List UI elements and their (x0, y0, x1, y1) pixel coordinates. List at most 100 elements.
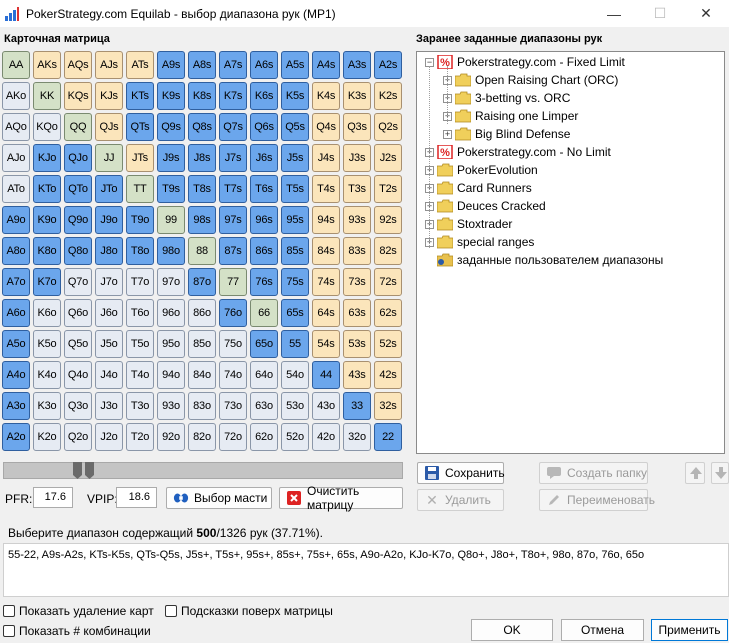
tree-item[interactable]: +% Pokerstrategy.com - No Limit (425, 143, 611, 161)
matrix-cell[interactable]: Q3s (343, 113, 371, 141)
matrix-cell[interactable]: ATo (2, 175, 30, 203)
matrix-cell[interactable]: 83o (188, 392, 216, 420)
matrix-cell[interactable]: TT (126, 175, 154, 203)
matrix-cell[interactable]: T5o (126, 330, 154, 358)
matrix-cell[interactable]: AQo (2, 113, 30, 141)
matrix-cell[interactable]: T3s (343, 175, 371, 203)
matrix-cell[interactable]: T6s (250, 175, 278, 203)
tree-item[interactable]: + Stoxtrader (425, 215, 512, 233)
clear-matrix-button[interactable]: Очистить матрицу (279, 484, 403, 512)
matrix-cell[interactable]: Q6o (64, 299, 92, 327)
matrix-cell[interactable]: T8o (126, 237, 154, 265)
matrix-cell[interactable]: Q3o (64, 392, 92, 420)
show-hints-checkbox[interactable]: Подсказки поверх матрицы (165, 604, 333, 618)
matrix-cell[interactable]: A5s (281, 51, 309, 79)
matrix-cell[interactable]: KJo (33, 144, 61, 172)
matrix-cell[interactable]: JTs (126, 144, 154, 172)
matrix-cell[interactable]: QJs (95, 113, 123, 141)
matrix-cell[interactable]: 94s (312, 206, 340, 234)
matrix-cell[interactable]: 54o (281, 361, 309, 389)
matrix-cell[interactable]: A9s (157, 51, 185, 79)
matrix-cell[interactable]: 84o (188, 361, 216, 389)
tree-item[interactable]: + PokerEvolution (425, 161, 538, 179)
pfr-input[interactable]: 17.6 (33, 487, 73, 508)
matrix-cell[interactable]: 92o (157, 423, 185, 451)
matrix-cell[interactable]: J2o (95, 423, 123, 451)
matrix-cell[interactable]: 43o (312, 392, 340, 420)
move-up-button[interactable] (685, 462, 705, 484)
matrix-cell[interactable]: J7s (219, 144, 247, 172)
matrix-cell[interactable]: Q5s (281, 113, 309, 141)
matrix-cell[interactable]: T9s (157, 175, 185, 203)
matrix-cell[interactable]: 76o (219, 299, 247, 327)
matrix-cell[interactable]: 95s (281, 206, 309, 234)
matrix-cell[interactable]: 86o (188, 299, 216, 327)
matrix-cell[interactable]: 64s (312, 299, 340, 327)
matrix-cell[interactable]: 88 (188, 237, 216, 265)
matrix-cell[interactable]: 85o (188, 330, 216, 358)
close-button[interactable]: ✕ (700, 5, 712, 21)
matrix-cell[interactable]: T7o (126, 268, 154, 296)
matrix-cell[interactable]: 93s (343, 206, 371, 234)
range-text-field[interactable]: 55-22, A9s-A2s, KTs-K5s, QTs-Q5s, J5s+, … (3, 543, 729, 597)
matrix-cell[interactable]: KTs (126, 82, 154, 110)
matrix-cell[interactable]: 72o (219, 423, 247, 451)
matrix-cell[interactable]: K3o (33, 392, 61, 420)
matrix-cell[interactable]: K5o (33, 330, 61, 358)
matrix-cell[interactable]: 62o (250, 423, 278, 451)
tree-item[interactable]: −% Pokerstrategy.com - Fixed Limit (425, 53, 625, 71)
matrix-cell[interactable]: K5s (281, 82, 309, 110)
matrix-cell[interactable]: 74s (312, 268, 340, 296)
matrix-cell[interactable]: 97s (219, 206, 247, 234)
matrix-cell[interactable]: 53s (343, 330, 371, 358)
matrix-cell[interactable]: T3o (126, 392, 154, 420)
matrix-cell[interactable]: T4s (312, 175, 340, 203)
matrix-cell[interactable]: A8o (2, 237, 30, 265)
matrix-cell[interactable]: K6o (33, 299, 61, 327)
matrix-cell[interactable]: J4o (95, 361, 123, 389)
checkbox-box[interactable] (165, 605, 177, 617)
matrix-cell[interactable]: 66 (250, 299, 278, 327)
matrix-cell[interactable]: T2s (374, 175, 402, 203)
matrix-cell[interactable]: T7s (219, 175, 247, 203)
matrix-cell[interactable]: 76s (250, 268, 278, 296)
matrix-cell[interactable]: QTo (64, 175, 92, 203)
move-down-button[interactable] (711, 462, 729, 484)
matrix-cell[interactable]: ATs (126, 51, 154, 79)
matrix-cell[interactable]: A6o (2, 299, 30, 327)
matrix-cell[interactable]: 95o (157, 330, 185, 358)
matrix-cell[interactable]: K4s (312, 82, 340, 110)
checkbox-box[interactable] (3, 605, 15, 617)
matrix-cell[interactable]: KJs (95, 82, 123, 110)
matrix-cell[interactable]: K8s (188, 82, 216, 110)
matrix-cell[interactable]: 99 (157, 206, 185, 234)
matrix-cell[interactable]: JJ (95, 144, 123, 172)
matrix-cell[interactable]: AKs (33, 51, 61, 79)
matrix-cell[interactable]: Q8o (64, 237, 92, 265)
ok-button[interactable]: OK (471, 619, 553, 641)
matrix-cell[interactable]: K8o (33, 237, 61, 265)
matrix-cell[interactable]: T6o (126, 299, 154, 327)
matrix-cell[interactable]: AA (2, 51, 30, 79)
matrix-cell[interactable]: K6s (250, 82, 278, 110)
matrix-cell[interactable]: Q6s (250, 113, 278, 141)
matrix-cell[interactable]: KQo (33, 113, 61, 141)
matrix-cell[interactable]: 73o (219, 392, 247, 420)
matrix-cell[interactable]: 65s (281, 299, 309, 327)
tree-item[interactable]: +3-betting vs. ORC (443, 89, 570, 107)
matrix-cell[interactable]: AKo (2, 82, 30, 110)
matrix-cell[interactable]: 54s (312, 330, 340, 358)
matrix-cell[interactable]: KTo (33, 175, 61, 203)
matrix-cell[interactable]: 63s (343, 299, 371, 327)
matrix-cell[interactable]: 32s (374, 392, 402, 420)
tree-item[interactable]: + Card Runners (425, 179, 532, 197)
maximize-button[interactable]: ☐ (653, 5, 667, 21)
matrix-cell[interactable]: 55 (281, 330, 309, 358)
matrix-cell[interactable]: 98o (157, 237, 185, 265)
matrix-cell[interactable]: A4o (2, 361, 30, 389)
matrix-cell[interactable]: 82s (374, 237, 402, 265)
matrix-cell[interactable]: Q7o (64, 268, 92, 296)
matrix-cell[interactable]: QTs (126, 113, 154, 141)
matrix-cell[interactable]: J8o (95, 237, 123, 265)
matrix-cell[interactable]: A5o (2, 330, 30, 358)
